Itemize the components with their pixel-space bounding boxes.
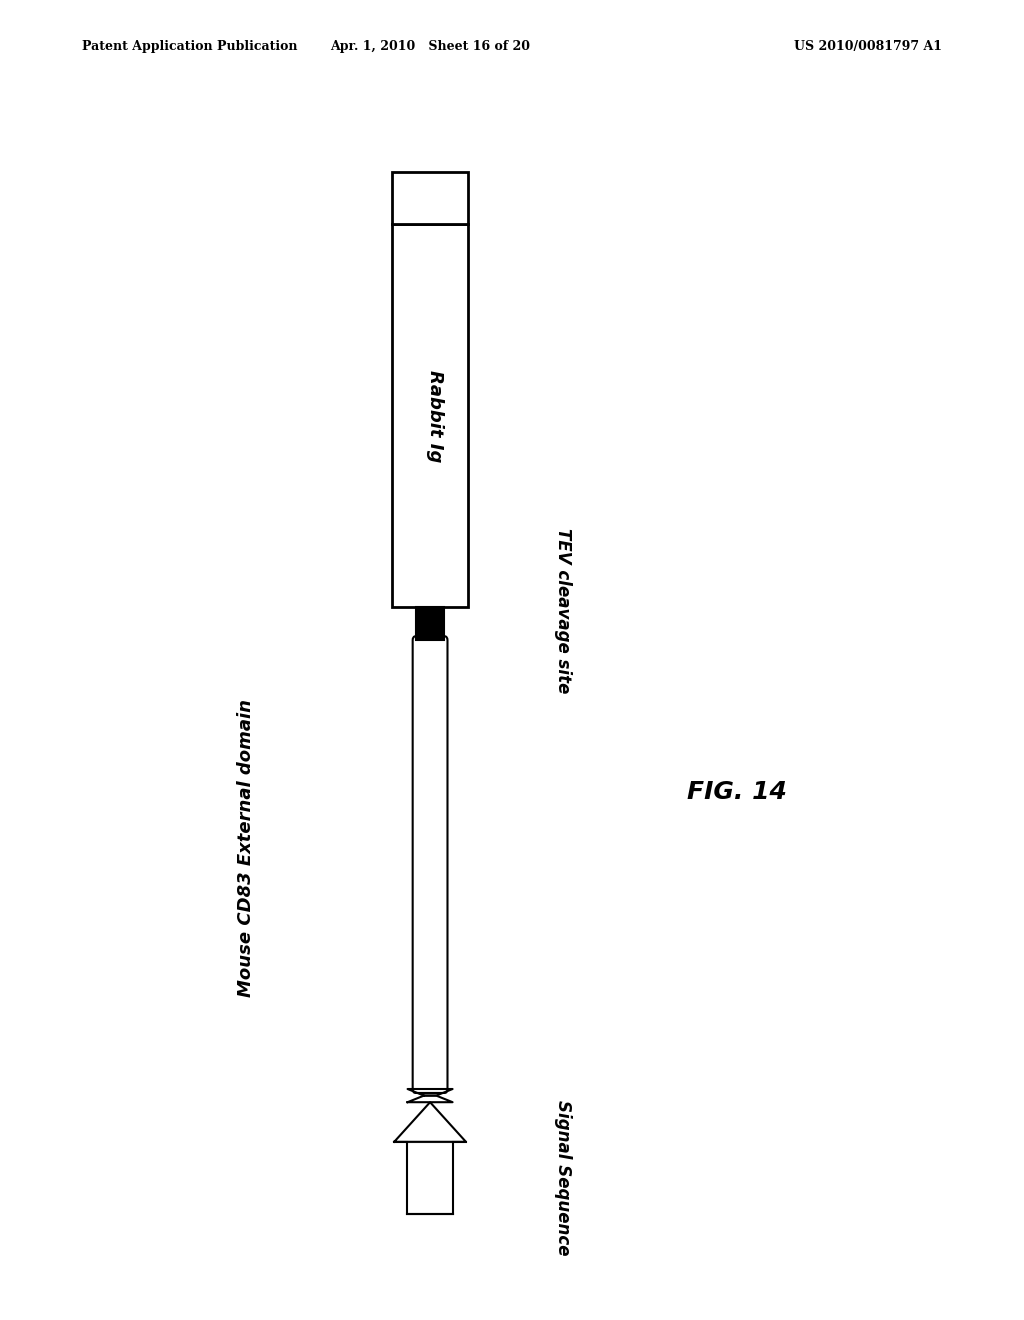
Text: TEV cleavage site: TEV cleavage site bbox=[554, 528, 572, 693]
Text: Apr. 1, 2010   Sheet 16 of 20: Apr. 1, 2010 Sheet 16 of 20 bbox=[330, 40, 530, 53]
Bar bbox=[407, 1142, 453, 1214]
Polygon shape bbox=[394, 1102, 466, 1142]
Polygon shape bbox=[408, 1096, 453, 1102]
Text: US 2010/0081797 A1: US 2010/0081797 A1 bbox=[794, 40, 942, 53]
Text: Rabbit Ig: Rabbit Ig bbox=[426, 370, 444, 462]
Text: Patent Application Publication: Patent Application Publication bbox=[82, 40, 297, 53]
Text: Mouse CD83 External domain: Mouse CD83 External domain bbox=[237, 700, 255, 997]
Text: Signal Sequence: Signal Sequence bbox=[554, 1101, 572, 1255]
Text: FIG. 14: FIG. 14 bbox=[687, 780, 787, 804]
Bar bbox=[391, 172, 469, 224]
Bar bbox=[391, 224, 469, 607]
Polygon shape bbox=[408, 1089, 453, 1096]
FancyBboxPatch shape bbox=[413, 636, 447, 1093]
Bar bbox=[416, 607, 444, 640]
